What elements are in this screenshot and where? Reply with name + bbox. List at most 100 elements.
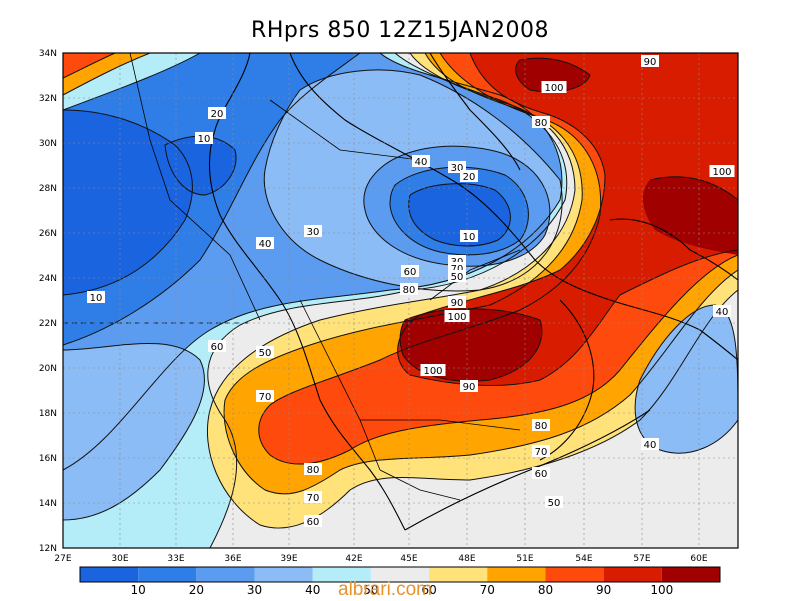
lat-label: 12N — [39, 544, 57, 554]
colorbar-swatch — [661, 567, 720, 582]
lon-label: 51E — [516, 554, 533, 564]
contour-label: 50 — [548, 498, 561, 509]
colorbar-label: 60 — [421, 583, 436, 597]
contour-label: 80 — [307, 465, 320, 476]
colorbar-swatch — [370, 567, 430, 582]
contour-label: 10 — [198, 134, 211, 145]
lon-label: 27E — [54, 554, 71, 564]
contour-label-bg — [304, 515, 322, 527]
contour-label: 60 — [307, 517, 320, 528]
lat-label: 18N — [39, 409, 57, 419]
contour-label-bg — [256, 346, 274, 358]
lon-label: 60E — [690, 554, 707, 564]
contour-label: 10 — [90, 293, 103, 304]
contour-label: 40 — [716, 307, 729, 318]
contour-label-bg — [532, 467, 550, 479]
lat-label: 26N — [39, 229, 57, 239]
contour-label: 10 — [463, 232, 476, 243]
contour-label-bg — [420, 364, 446, 376]
contour-label: 40 — [415, 157, 428, 168]
colorbar-frame — [79, 566, 721, 583]
contour-label: 50 — [259, 348, 272, 359]
contour-label-bg — [460, 170, 478, 182]
contour-label: 70 — [259, 392, 272, 403]
contour-label: 80 — [403, 285, 416, 296]
lat-label: 24N — [39, 274, 57, 284]
contour-label: 100 — [423, 366, 442, 377]
contour-label: 60 — [535, 469, 548, 480]
lon-label: 33E — [167, 554, 184, 564]
contour-label-bg — [460, 230, 478, 242]
contour-label-bg — [401, 265, 419, 277]
field-100-ne — [643, 176, 738, 255]
contour-label-bg — [541, 81, 567, 93]
contour-label: 100 — [544, 83, 563, 94]
colorbar-label: 10 — [131, 583, 146, 597]
contour-label: 100 — [447, 312, 466, 323]
lat-label: 14N — [39, 499, 57, 509]
lat-label: 32N — [39, 94, 57, 104]
contour-label-bg — [208, 340, 226, 352]
contour-label-bg — [641, 438, 659, 450]
colorbar-swatch — [196, 567, 255, 582]
contour-label: 40 — [644, 440, 657, 451]
colorbar-swatch — [603, 567, 662, 582]
lat-label: 22N — [39, 319, 57, 329]
field-10-20-west — [63, 110, 193, 295]
contour-label-bg — [709, 165, 735, 177]
field-40-50-sw — [63, 343, 205, 520]
contour-label: 70 — [307, 493, 320, 504]
lon-label: 57E — [633, 554, 650, 564]
colorbar-swatch — [545, 567, 604, 582]
contour-label-bg — [532, 116, 550, 128]
coastlines — [209, 53, 738, 531]
field-100-core — [400, 308, 542, 382]
watermark: albrari.com — [338, 579, 432, 600]
colorbar-label: 70 — [480, 583, 495, 597]
contour-label-bg — [87, 291, 105, 303]
lat-label: 16N — [39, 454, 57, 464]
contour-label: 90 — [451, 298, 464, 309]
field-100-east — [397, 53, 738, 386]
lon-label: 39E — [280, 554, 297, 564]
contour-label: 90 — [463, 382, 476, 393]
contour-labels: 9010080201040302010010403010306070805090… — [87, 55, 735, 528]
contour-label-bg — [532, 419, 550, 431]
colorbar-swatch — [80, 567, 139, 582]
field-10-20-nw — [165, 136, 236, 195]
contour-label-bg — [448, 270, 466, 282]
contour-label: 20 — [211, 109, 224, 120]
map-frame — [62, 52, 739, 549]
contour-label: 30 — [307, 227, 320, 238]
colorbar-swatch — [138, 567, 197, 582]
contour-label-bg — [641, 55, 659, 67]
colorbar-swatch — [254, 567, 313, 582]
contour-label-bg — [545, 496, 563, 508]
contour-label-bg — [256, 237, 274, 249]
field-80-90-nw — [63, 53, 115, 78]
contour-label: 50 — [451, 272, 464, 283]
contour-label-bg — [304, 225, 322, 237]
field-40-50-se — [635, 305, 738, 454]
colorbar-label: 40 — [305, 583, 320, 597]
colorbar — [79, 566, 721, 583]
contour-label-bg — [460, 380, 478, 392]
contour-label: 80 — [535, 118, 548, 129]
colorbar-swatch — [429, 567, 488, 582]
map-fields: 9010080201040302010010403010306070805090… — [63, 53, 738, 548]
contour-label-bg — [713, 305, 731, 317]
contour-label: 40 — [259, 239, 272, 250]
map-title: RHprs 850 12Z15JAN2008 — [251, 18, 549, 43]
lat-label: 34N — [39, 49, 57, 59]
lat-label: 30N — [39, 139, 57, 149]
colorbar-label: 30 — [247, 583, 262, 597]
lat-label: 28N — [39, 184, 57, 194]
latitude-labels: 34N 32N 30N 28N 26N 24N 22N 20N 18N 16N 14N 12N — [39, 49, 57, 554]
colorbar-label: 50 — [363, 583, 378, 597]
colorbar-labels: 10 20 30 40 50 60 70 80 90 100 — [131, 583, 674, 597]
contour-label-bg — [532, 445, 550, 457]
contour-label-bg — [400, 283, 418, 295]
contour-label-bg — [448, 296, 466, 308]
colorbar-swatch — [312, 567, 371, 582]
